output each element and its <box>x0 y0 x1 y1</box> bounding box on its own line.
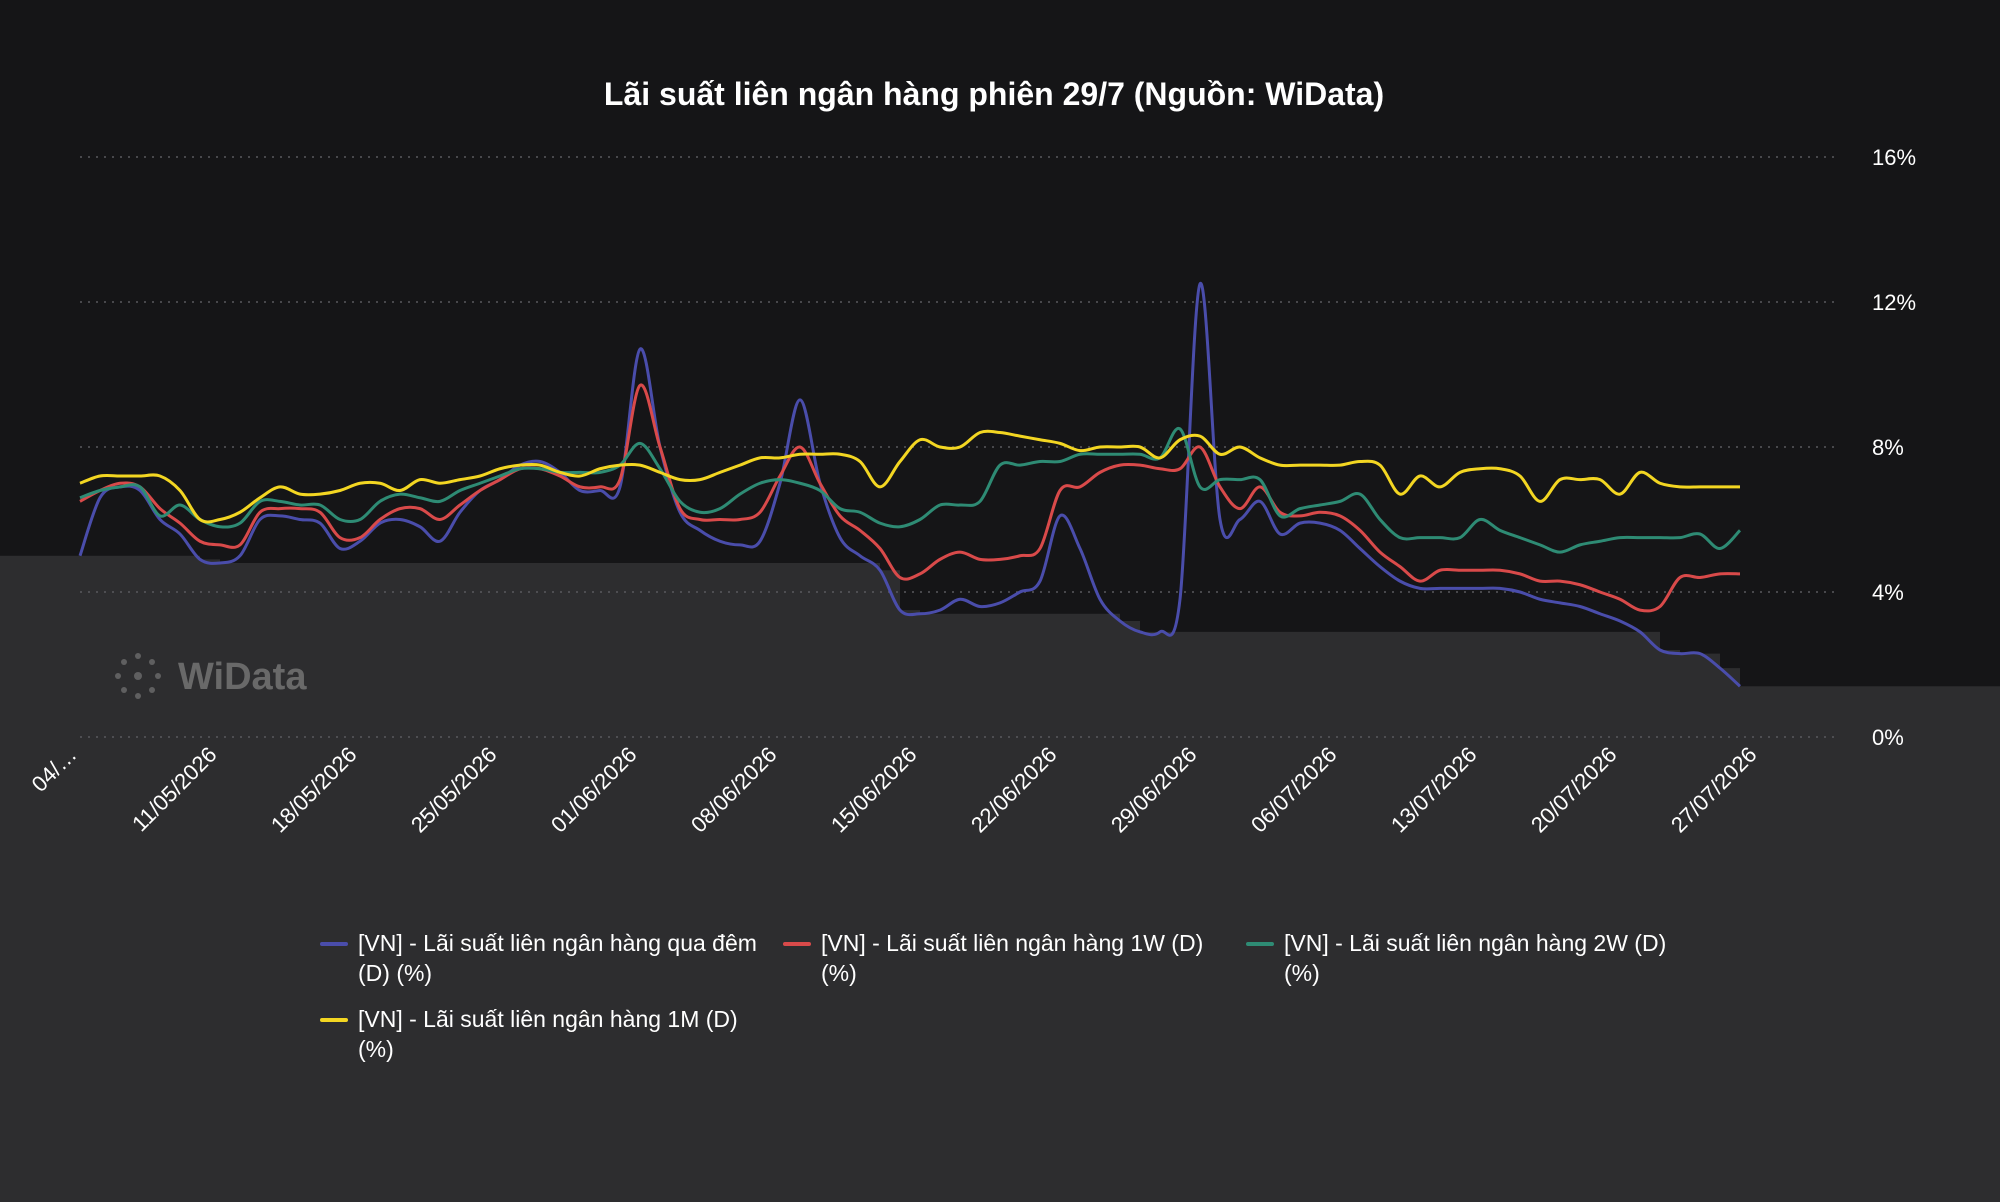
y-tick-label: 0% <box>1872 725 1904 750</box>
legend-label-overnight: [VN] - Lãi suất liên ngân hàng qua đêm (… <box>358 930 757 986</box>
legend-item-1m[interactable]: [VN] - Lãi suất liên ngân hàng 1M (D) (%… <box>320 1004 760 1064</box>
legend-swatch-1m <box>320 1018 348 1022</box>
y-tick-label: 4% <box>1872 580 1904 605</box>
y-axis: 0% 4% 8% 12% 16% <box>1872 145 1916 750</box>
legend-swatch-overnight <box>320 942 348 946</box>
chart-title: Lãi suất liên ngân hàng phiên 29/7 (Nguồ… <box>604 76 1384 112</box>
series-line-1[interactable] <box>79 383 1741 613</box>
y-tick-label: 8% <box>1872 435 1904 460</box>
series-line-0[interactable] <box>78 282 1742 688</box>
watermark-logo-icon <box>115 653 161 699</box>
legend-label-2w: [VN] - Lãi suất liên ngân hàng 2W (D) (%… <box>1284 930 1667 986</box>
series-line-2[interactable] <box>79 427 1742 554</box>
y-tick-label: 12% <box>1872 290 1916 315</box>
watermark: WiData <box>115 653 307 699</box>
legend-label-1w: [VN] - Lãi suất liên ngân hàng 1W (D) (%… <box>821 930 1204 986</box>
baseline-area <box>0 555 2000 1202</box>
area-layer <box>0 555 2000 1202</box>
watermark-text: WiData <box>178 656 307 698</box>
legend-swatch-1w <box>783 942 811 946</box>
legend-item-overnight[interactable]: [VN] - Lãi suất liên ngân hàng qua đêm (… <box>320 928 760 988</box>
series-line-3[interactable] <box>79 429 1740 524</box>
legend-item-1w[interactable]: [VN] - Lãi suất liên ngân hàng 1W (D) (%… <box>783 928 1223 988</box>
legend-label-1m: [VN] - Lãi suất liên ngân hàng 1M (D) (%… <box>358 1006 738 1062</box>
legend-swatch-2w <box>1246 942 1274 946</box>
series-layer <box>78 282 1742 688</box>
y-tick-label: 16% <box>1872 145 1916 170</box>
legend-item-2w[interactable]: [VN] - Lãi suất liên ngân hàng 2W (D) (%… <box>1246 928 1686 988</box>
